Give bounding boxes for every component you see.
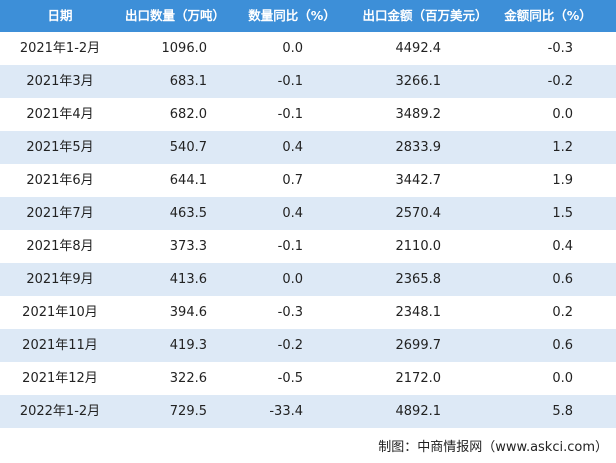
value-cell: 2570.4 — [395, 206, 442, 221]
date-cell: 2021年6月 — [26, 173, 94, 188]
value-cell: 4892.1 — [395, 404, 442, 419]
value-cell: 0.2 — [552, 305, 573, 320]
value-cell: 3266.1 — [395, 74, 442, 89]
value-cell: 373.3 — [169, 239, 207, 254]
value-cell: 0.0 — [552, 107, 573, 122]
table-row: 2021年8月 373.3 -0.1 2110.0 0.4 — [0, 230, 616, 263]
header-cell: 数量同比（%） — [248, 8, 336, 23]
value-cell: -0.1 — [277, 107, 303, 122]
value-cell: 0.0 — [552, 371, 573, 386]
date-cell: 2022年1-2月 — [19, 404, 101, 419]
value-cell: 0.4 — [282, 140, 303, 155]
value-cell: 0.6 — [552, 272, 573, 287]
table-row: 2021年6月 644.1 0.7 3442.7 1.9 — [0, 164, 616, 197]
value-cell: -0.3 — [277, 305, 303, 320]
date-cell: 2021年3月 — [26, 74, 94, 89]
date-cell: 2021年12月 — [22, 371, 98, 386]
value-cell: 0.4 — [552, 239, 573, 254]
table-row: 2021年9月 413.6 0.0 2365.8 0.6 — [0, 263, 616, 296]
table-row: 2021年12月 322.6 -0.5 2172.0 0.0 — [0, 362, 616, 395]
value-cell: 0.0 — [282, 41, 303, 56]
value-cell: 644.1 — [169, 173, 207, 188]
value-cell: 2699.7 — [395, 338, 442, 353]
date-cell: 2021年10月 — [22, 305, 98, 320]
value-cell: 4492.4 — [395, 41, 442, 56]
value-cell: 0.7 — [282, 173, 303, 188]
value-cell: -0.2 — [277, 338, 303, 353]
value-cell: 683.1 — [169, 74, 207, 89]
value-cell: -0.3 — [547, 41, 573, 56]
header-cell: 日期 — [47, 8, 73, 23]
table-row: 2021年7月 463.5 0.4 2570.4 1.5 — [0, 197, 616, 230]
data-table: 日期 出口数量（万吨） 数量同比（%） 出口金额（百万美元） 金额同比（%） 2021年1… — [0, 0, 616, 428]
value-cell: 1.5 — [552, 206, 573, 221]
value-cell: 1.9 — [552, 173, 573, 188]
value-cell: -33.4 — [269, 404, 303, 419]
header-cell: 出口数量（万吨） — [124, 8, 226, 23]
value-cell: 463.5 — [169, 206, 207, 221]
date-cell: 2021年5月 — [26, 140, 94, 155]
value-cell: -0.1 — [277, 239, 303, 254]
header-cell: 金额同比（%） — [504, 8, 592, 23]
header-row: 日期 出口数量（万吨） 数量同比（%） 出口金额（百万美元） 金额同比（%） — [0, 0, 616, 32]
header-cell: 出口金额（百万美元） — [362, 8, 488, 23]
value-cell: -0.1 — [277, 74, 303, 89]
date-cell: 2021年1-2月 — [19, 41, 101, 56]
value-cell: 322.6 — [169, 371, 207, 386]
value-cell: 2172.0 — [395, 371, 442, 386]
value-cell: -0.5 — [277, 371, 303, 386]
value-cell: 2833.9 — [395, 140, 442, 155]
date-cell: 2021年9月 — [26, 272, 94, 287]
date-cell: 2021年8月 — [26, 239, 94, 254]
value-cell: 0.0 — [282, 272, 303, 287]
table-row: 2021年5月 540.7 0.4 2833.9 1.2 — [0, 131, 616, 164]
table-row: 2022年1-2月 729.5 -33.4 4892.1 5.8 — [0, 395, 616, 428]
table-row: 2021年11月 419.3 -0.2 2699.7 0.6 — [0, 329, 616, 362]
value-cell: 2348.1 — [395, 305, 442, 320]
table-row: 2021年10月 394.6 -0.3 2348.1 0.2 — [0, 296, 616, 329]
value-cell: -0.2 — [547, 74, 573, 89]
table-row: 2021年3月 683.1 -0.1 3266.1 -0.2 — [0, 65, 616, 98]
date-cell: 2021年4月 — [26, 107, 94, 122]
table-row: 2021年4月 682.0 -0.1 3489.2 0.0 — [0, 98, 616, 131]
value-cell: 413.6 — [169, 272, 207, 287]
table-row: 2021年1-2月 1096.0 0.0 4492.4 -0.3 — [0, 32, 616, 65]
value-cell: 2365.8 — [395, 272, 442, 287]
value-cell: 2110.0 — [395, 239, 442, 254]
value-cell: 0.6 — [552, 338, 573, 353]
value-cell: 3442.7 — [395, 173, 442, 188]
value-cell: 1.2 — [552, 140, 573, 155]
date-cell: 2021年7月 — [26, 206, 94, 221]
value-cell: 1096.0 — [161, 41, 208, 56]
value-cell: 5.8 — [552, 404, 573, 419]
value-cell: 729.5 — [169, 404, 207, 419]
date-cell: 2021年11月 — [22, 338, 98, 353]
value-cell: 3489.2 — [395, 107, 442, 122]
value-cell: 0.4 — [282, 206, 303, 221]
source-note: 制图：中商情报网（www.askci.com） — [378, 440, 608, 455]
value-cell: 419.3 — [169, 338, 207, 353]
value-cell: 540.7 — [169, 140, 207, 155]
value-cell: 682.0 — [169, 107, 207, 122]
value-cell: 394.6 — [169, 305, 207, 320]
